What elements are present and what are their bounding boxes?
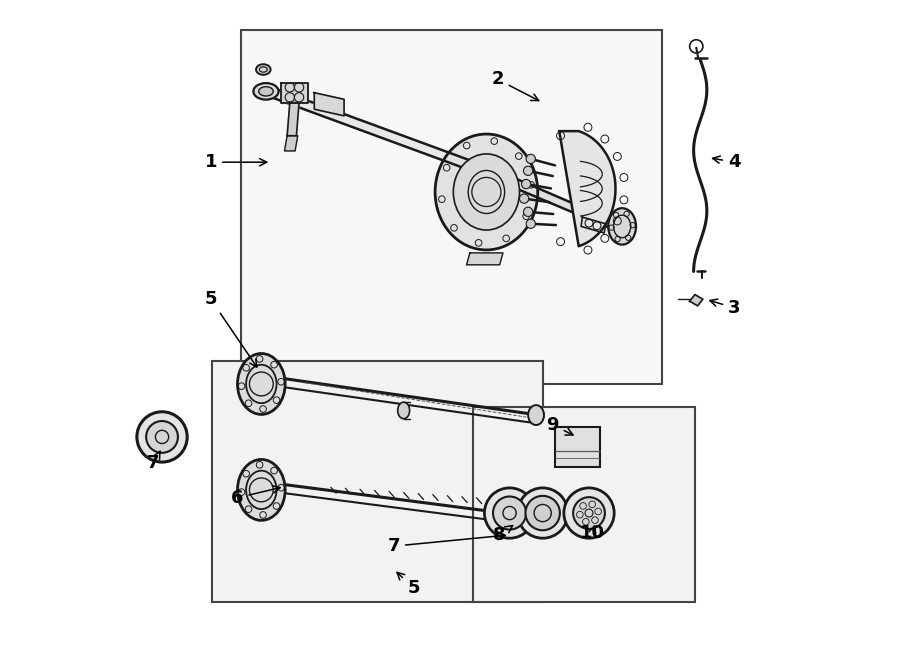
- Circle shape: [137, 412, 187, 462]
- Text: 7: 7: [388, 532, 505, 555]
- Polygon shape: [559, 131, 616, 246]
- Polygon shape: [314, 93, 344, 116]
- Text: 10: 10: [580, 524, 605, 542]
- Circle shape: [521, 179, 531, 189]
- Bar: [554, 427, 599, 467]
- Circle shape: [573, 497, 605, 529]
- Text: 8: 8: [493, 526, 513, 544]
- Text: 3: 3: [710, 299, 741, 317]
- Circle shape: [493, 496, 526, 530]
- Text: 9: 9: [546, 416, 573, 435]
- Circle shape: [146, 421, 178, 453]
- Circle shape: [519, 194, 529, 203]
- Circle shape: [518, 488, 568, 538]
- Circle shape: [526, 496, 560, 530]
- Ellipse shape: [528, 405, 544, 425]
- Text: 2: 2: [491, 70, 539, 101]
- Circle shape: [524, 207, 533, 216]
- Ellipse shape: [254, 83, 278, 100]
- Ellipse shape: [528, 510, 544, 530]
- Bar: [241, 30, 662, 384]
- Circle shape: [526, 219, 536, 228]
- Polygon shape: [281, 83, 308, 103]
- Ellipse shape: [238, 459, 285, 520]
- Text: 7: 7: [148, 451, 160, 473]
- Polygon shape: [466, 253, 503, 265]
- Ellipse shape: [256, 64, 271, 75]
- Bar: [473, 407, 695, 602]
- Ellipse shape: [454, 154, 519, 230]
- Text: 5: 5: [204, 290, 256, 367]
- Ellipse shape: [435, 134, 537, 250]
- Polygon shape: [689, 295, 703, 306]
- Polygon shape: [268, 86, 493, 179]
- Circle shape: [484, 488, 535, 538]
- Text: 4: 4: [713, 153, 741, 171]
- Bar: [212, 361, 543, 602]
- Polygon shape: [287, 103, 299, 136]
- Circle shape: [526, 154, 536, 164]
- Polygon shape: [493, 169, 616, 230]
- Ellipse shape: [608, 209, 636, 245]
- Circle shape: [564, 488, 614, 538]
- Text: 1: 1: [204, 153, 266, 171]
- Text: 5: 5: [397, 573, 419, 597]
- Ellipse shape: [258, 87, 274, 96]
- Text: 6: 6: [231, 486, 280, 507]
- Polygon shape: [581, 217, 606, 233]
- Circle shape: [524, 166, 533, 175]
- Polygon shape: [284, 136, 298, 151]
- Ellipse shape: [398, 402, 410, 419]
- Ellipse shape: [238, 354, 285, 414]
